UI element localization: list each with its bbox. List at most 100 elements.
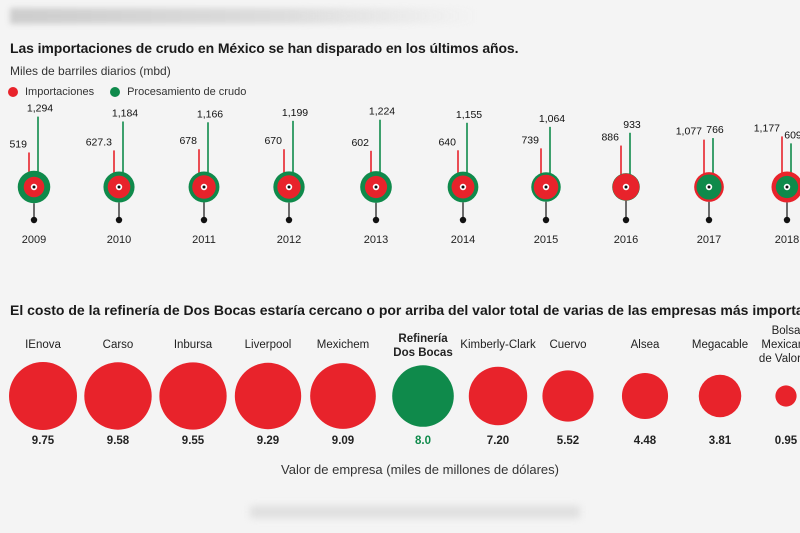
chart1-subtitle: Miles de barriles diarios (mbd) [10,64,171,78]
company-bubble [621,372,669,420]
base-dot [30,216,38,224]
base-dot [372,216,380,224]
company-label: Refinería [398,333,448,345]
company-value-label: 9.09 [332,435,354,447]
year-tick-label: 2014 [451,234,475,246]
base-dot [705,216,713,224]
center-dot [202,185,206,189]
chart1-title: Las importaciones de crudo en México se … [10,40,519,56]
import-value-label: 670 [264,135,282,147]
company-bubble [84,362,152,430]
center-dot [544,185,548,189]
legend-swatch-imports [8,87,18,97]
processing-value-label: 1,166 [197,108,223,120]
company-bubble [468,366,528,426]
company-bubble [392,365,454,427]
legend-item-imports: Importaciones [8,86,94,98]
year-tick-label: 2013 [364,234,388,246]
company-label: Carso [103,339,134,351]
company-label: Alsea [631,339,660,351]
processing-value-label: 1,184 [112,107,138,119]
company-value-label: 9.29 [257,435,279,447]
company-bubble [542,370,594,422]
company-label: Mexichem [317,339,369,351]
base-dot [200,216,208,224]
company-value-label: 9.55 [182,435,205,447]
import-value-label: 627.3 [86,136,112,148]
processing-value-label: 933 [623,119,641,131]
company-bubble [698,374,742,418]
import-value-label: 739 [521,134,539,146]
import-value-label: 886 [601,132,619,144]
year-tick-label: 2018 [775,234,799,246]
company-value-label: 9.58 [107,435,130,447]
company-bubble [9,362,77,430]
base-dot [285,216,293,224]
year-tick-label: 2010 [107,234,131,246]
center-dot [785,185,789,189]
company-label: Dos Bocas [393,347,452,359]
company-label: Bolsa [772,325,800,337]
center-dot [117,185,121,189]
company-value-label: 4.48 [634,435,657,447]
company-label: de Valores [759,353,800,365]
center-dot [374,185,378,189]
company-bubble [234,362,302,430]
legend-label-imports: Importaciones [25,86,95,98]
processing-value-label: 1,294 [27,103,53,115]
company-value-label: 8.0 [415,435,431,447]
company-value-label: 5.52 [557,435,579,447]
blurred-header [10,8,480,24]
processing-value-label: 1,064 [539,113,565,125]
base-dot [459,216,467,224]
company-label: IEnova [25,339,61,351]
legend-swatch-processing [110,87,121,97]
processing-value-label: 1,199 [282,107,308,119]
company-value-label: 3.81 [709,435,732,447]
year-tick-label: 2011 [192,234,216,246]
company-value-label: 7.20 [487,435,509,447]
center-dot [707,185,711,189]
legend-item-processing: Procesamiento de crudo [110,86,246,98]
processing-value-label: 1,155 [456,109,482,121]
import-value-label: 519 [9,138,27,150]
center-dot [624,185,628,189]
year-tick-label: 2009 [22,234,46,246]
company-label: Mexicana [761,339,800,351]
import-value-label: 678 [179,135,197,147]
year-tick-label: 2012 [277,234,301,246]
company-value-label: 0.95 [775,435,798,447]
center-dot [287,185,291,189]
import-value-label: 1,077 [676,126,702,138]
chart2-title: El costo de la refinería de Dos Bocas es… [10,302,800,318]
year-tick-label: 2017 [697,234,721,246]
center-dot [461,185,465,189]
company-label: Kimberly-Clark [460,339,536,351]
year-tick-label: 2015 [534,234,558,246]
import-value-label: 1,177 [754,122,780,134]
processing-value-label: 1,224 [369,106,395,118]
import-value-label: 640 [438,136,456,148]
company-bubble [310,363,376,429]
chart1-legend: Importaciones Procesamiento de crudo [8,86,262,98]
processing-value-label: 766 [706,124,724,136]
base-dot [783,216,791,224]
processing-value-label: 609 [784,129,800,141]
base-dot [115,216,123,224]
center-dot [32,185,36,189]
chart2-xlabel: Valor de empresa (miles de millones de d… [281,462,559,477]
blurred-footer [250,506,580,518]
company-label: Cuervo [549,339,586,351]
base-dot [622,216,630,224]
base-dot [542,216,550,224]
year-tick-label: 2016 [614,234,638,246]
company-label: Megacable [692,339,748,351]
company-label: Inbursa [174,339,213,351]
company-bubble [159,362,227,430]
company-value-label: 9.75 [32,435,55,447]
legend-label-processing: Procesamiento de crudo [127,86,247,98]
company-label: Liverpool [245,339,292,351]
company-bubble [775,385,797,407]
